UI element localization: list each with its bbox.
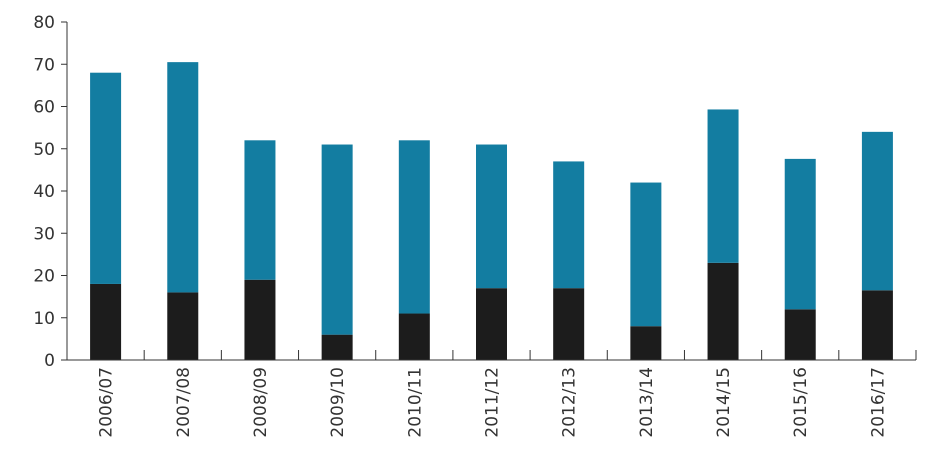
- bar-segment-lower: [784, 309, 816, 360]
- y-tick-label: 20: [33, 267, 55, 287]
- x-tick-label: 2010/11: [405, 367, 425, 438]
- y-tick-label: 30: [33, 224, 55, 244]
- y-tick-label: 80: [33, 13, 55, 33]
- y-tick-label: 60: [33, 98, 55, 118]
- x-tick-label: 2009/10: [328, 367, 348, 438]
- y-tick-label: 70: [33, 55, 55, 75]
- x-tick-label: 2008/09: [251, 367, 271, 438]
- x-axis-ticks: 2006/07 2007/08 2008/09 2009/10 2010/11 2011/…: [66, 350, 917, 438]
- bar-segment-lower: [707, 262, 739, 360]
- bar-segment-lower: [398, 313, 430, 360]
- x-tick-label: 2006/07: [97, 367, 117, 438]
- bar-segment-lower: [476, 288, 507, 360]
- bar-segment-lower: [321, 334, 353, 360]
- bar-segment-upper: [90, 72, 122, 284]
- x-tick-label: 2015/16: [791, 367, 811, 438]
- y-axis-ticks: 0 10 20 30 40 50 60 70 80: [33, 13, 67, 371]
- bar-segment-upper: [861, 131, 893, 291]
- y-tick-label: 0: [44, 351, 55, 371]
- x-tick-label: 2013/14: [637, 367, 657, 438]
- bar-segment-upper: [167, 62, 199, 293]
- bar-segment-upper: [244, 140, 276, 280]
- bar-segment-upper: [553, 161, 585, 289]
- bar-segment-upper: [707, 109, 739, 263]
- bar-segment-upper: [398, 140, 430, 314]
- y-tick-label: 10: [33, 309, 55, 329]
- x-tick-label: 2012/13: [560, 367, 580, 438]
- bar-segment-lower: [244, 279, 276, 360]
- bar-segment-lower: [861, 290, 893, 360]
- bar-segment-lower: [167, 292, 199, 360]
- bar-segment-upper: [321, 144, 353, 335]
- bar-segment-lower: [630, 326, 662, 360]
- bars-layer: [90, 62, 893, 360]
- y-tick-label: 40: [33, 182, 55, 202]
- bar-segment-upper: [476, 144, 507, 289]
- x-tick-label: 2014/15: [714, 367, 734, 438]
- y-tick-label: 50: [33, 140, 55, 160]
- x-tick-label: 2011/12: [483, 367, 503, 438]
- bar-segment-lower: [90, 283, 122, 360]
- bar-segment-upper: [784, 158, 816, 310]
- x-tick-label: 2007/08: [174, 367, 194, 438]
- bar-segment-upper: [630, 182, 662, 327]
- x-tick-label: 2016/17: [868, 367, 888, 438]
- bar-segment-lower: [553, 288, 585, 360]
